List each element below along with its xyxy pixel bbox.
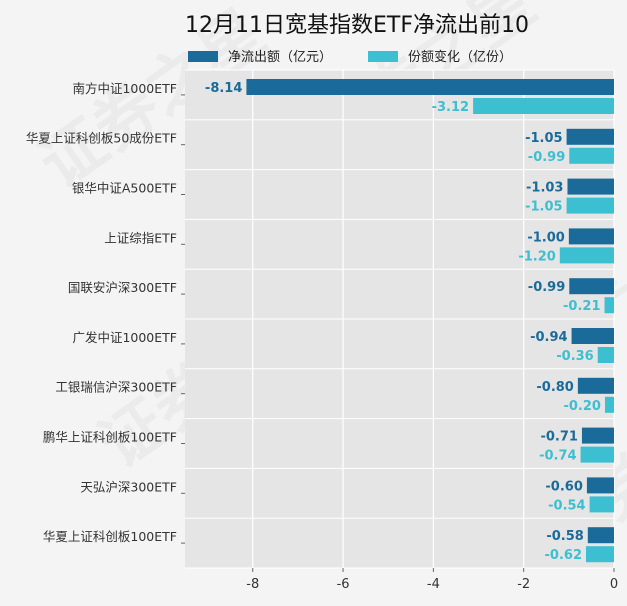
legend-swatch — [188, 51, 218, 62]
data-label: -0.74 — [539, 449, 576, 464]
grid-lines — [185, 69, 615, 569]
data-label: -0.62 — [545, 548, 582, 563]
bar-net-outflow — [569, 278, 614, 295]
x-tick-label: -6 — [337, 577, 350, 592]
bars — [246, 79, 614, 563]
bar-net-outflow — [581, 427, 614, 444]
legend-swatch — [368, 51, 398, 62]
chart-title: 12月11日宽基指数ETF净流出前10 — [185, 13, 529, 38]
data-label: -0.21 — [563, 299, 600, 314]
y-tick-label: 华夏上证科创板50成份ETF — [26, 131, 177, 146]
bar-share-change — [580, 446, 614, 463]
x-tick-label: -8 — [246, 577, 259, 592]
data-label: -1.05 — [525, 200, 562, 215]
data-label: -0.99 — [528, 280, 565, 295]
data-label: -0.94 — [530, 330, 567, 345]
data-label: -0.60 — [545, 479, 582, 494]
y-tick-label: 天弘沪深300ETF — [80, 479, 177, 494]
bar-net-outflow — [246, 79, 614, 95]
bar-share-change — [597, 347, 614, 363]
data-label: -0.36 — [556, 349, 593, 364]
data-label: -0.71 — [540, 430, 577, 445]
y-axis: 南方中证1000ETF 华夏上证科创板50成份ETF 银华中证A500ETF 上证综指… — [26, 81, 185, 544]
y-tick-label: 上证综指ETF — [104, 230, 177, 245]
bar-share-change — [473, 98, 614, 114]
y-tick-label: 南方中证1000ETF — [72, 81, 177, 96]
bar-share-change — [604, 297, 614, 314]
x-axis: -8 -6 -4 -2 0 — [246, 568, 618, 592]
y-tick-label: 鹏华上证科创板100ETF — [43, 430, 177, 445]
x-tick-label: -4 — [427, 577, 440, 592]
bar-share-change — [566, 197, 614, 214]
bar-share-change — [604, 396, 614, 413]
data-label: -0.58 — [546, 529, 583, 544]
data-label: -0.80 — [536, 380, 573, 395]
data-label: -0.20 — [563, 399, 600, 414]
x-tick-label: 0 — [610, 577, 618, 592]
data-label: -1.05 — [525, 131, 562, 146]
y-tick-label: 国联安沪深300ETF — [68, 280, 177, 295]
data-label: -0.99 — [528, 150, 565, 165]
data-label: -8.14 — [205, 81, 242, 96]
data-label: -1.20 — [518, 249, 555, 264]
data-label: -3.12 — [432, 100, 469, 115]
bar-share-change — [559, 247, 614, 264]
bar-net-outflow — [587, 527, 614, 544]
bar-share-change — [589, 496, 614, 513]
bar-net-outflow — [577, 377, 614, 394]
bar-net-outflow — [568, 228, 614, 245]
bar-share-change — [586, 546, 614, 563]
bar-net-outflow — [571, 328, 614, 344]
bar-net-outflow — [566, 128, 614, 145]
bar-share-change — [569, 147, 614, 164]
y-tick-label: 银华中证A500ETF — [72, 181, 177, 196]
legend-label: 份额变化（亿份） — [408, 49, 512, 65]
data-label: -1.03 — [526, 181, 563, 196]
legend: 净流出额（亿元） 份额变化（亿份） — [188, 49, 512, 65]
y-tick-label: 华夏上证科创板100ETF — [43, 529, 177, 544]
bar-labels: -8.14 -1.05 -1.03 -1.00 -0.99 -0.94 -0.80 -0.71… — [205, 81, 601, 563]
bar-net-outflow — [567, 178, 614, 195]
x-tick-label: -2 — [517, 577, 530, 592]
y-tick-label: 工银瑞信沪深300ETF — [55, 380, 177, 395]
bar-net-outflow — [586, 477, 614, 494]
data-label: -1.00 — [527, 230, 564, 245]
y-tick-label: 广发中证1000ETF — [72, 330, 177, 345]
data-label: -0.54 — [548, 498, 585, 513]
legend-label: 净流出额（亿元） — [228, 50, 332, 65]
